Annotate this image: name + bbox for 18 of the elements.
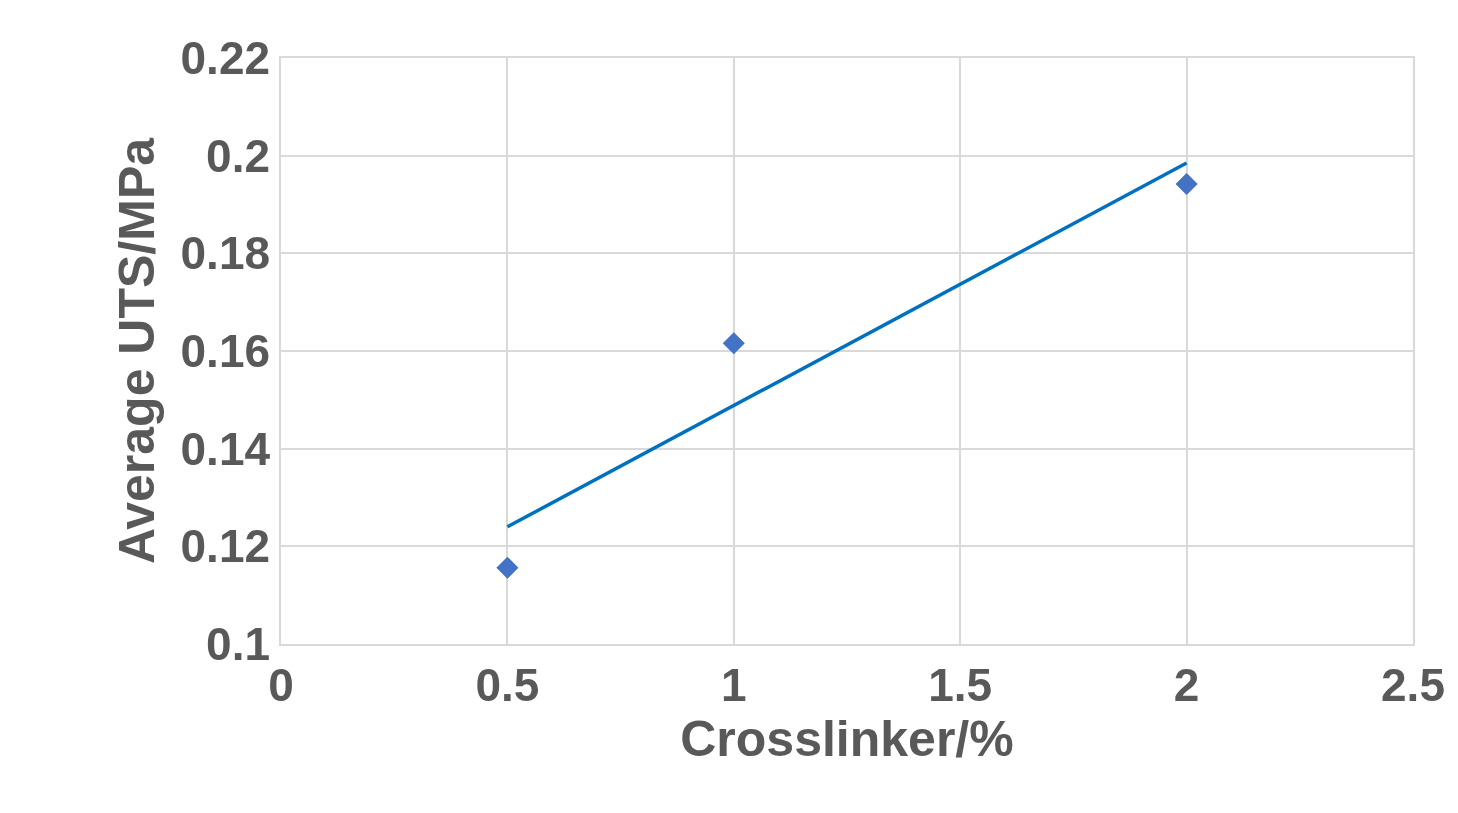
x-tick-label: 2 [1173, 658, 1200, 711]
x-tick-label: 1.5 [928, 658, 993, 711]
point [496, 556, 519, 579]
x-tick-label: 1 [721, 658, 747, 711]
point [722, 332, 745, 355]
x-tick-label: 2.5 [1381, 658, 1445, 711]
x-tick-label: 0.5 [475, 658, 540, 711]
y-tick-label: 0.16 [180, 325, 271, 378]
y-tick-label: 0.14 [180, 422, 271, 475]
point [1175, 172, 1198, 196]
y-tick-label: 0.12 [180, 520, 271, 573]
y-tick-label: 0.18 [180, 227, 271, 280]
y-tick-label: 0.2 [206, 129, 271, 182]
x-tick-label: 0 [268, 658, 294, 711]
y-tick-label: 0.22 [180, 32, 271, 85]
y-axis-title: Average UTS/MPa [109, 136, 166, 565]
y-tick-label: 0.1 [206, 618, 271, 671]
x-axis-title: Crosslinker/% [680, 710, 1014, 767]
